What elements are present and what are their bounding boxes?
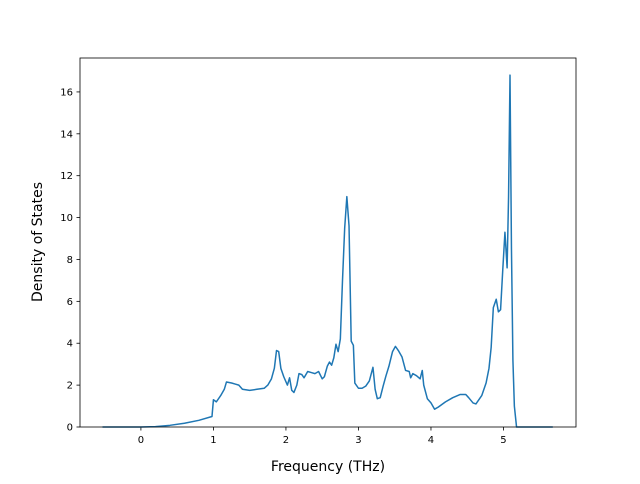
- y-tick-label: 10: [60, 213, 73, 224]
- y-tick-label: 8: [67, 255, 73, 266]
- x-tick-label: 0: [138, 435, 144, 446]
- y-tick-label: 0: [67, 423, 73, 434]
- line-series: [102, 74, 553, 428]
- y-tick-label: 6: [67, 297, 73, 308]
- y-tick-label: 16: [60, 87, 73, 98]
- y-axis-label: Density of States: [30, 182, 46, 302]
- y-tick-label: 12: [60, 171, 73, 182]
- x-tick-label: 1: [210, 435, 216, 446]
- y-tick-label: 14: [60, 129, 73, 140]
- plot-frame: [79, 57, 577, 428]
- x-tick-label: 2: [283, 435, 289, 446]
- x-tick-label: 4: [428, 435, 434, 446]
- x-tick-label: 3: [355, 435, 361, 446]
- x-tick-label: 5: [500, 435, 506, 446]
- y-tick-label: 4: [67, 339, 73, 350]
- y-tick-label: 2: [67, 381, 73, 392]
- x-axis-label: Frequency (THz): [271, 459, 385, 475]
